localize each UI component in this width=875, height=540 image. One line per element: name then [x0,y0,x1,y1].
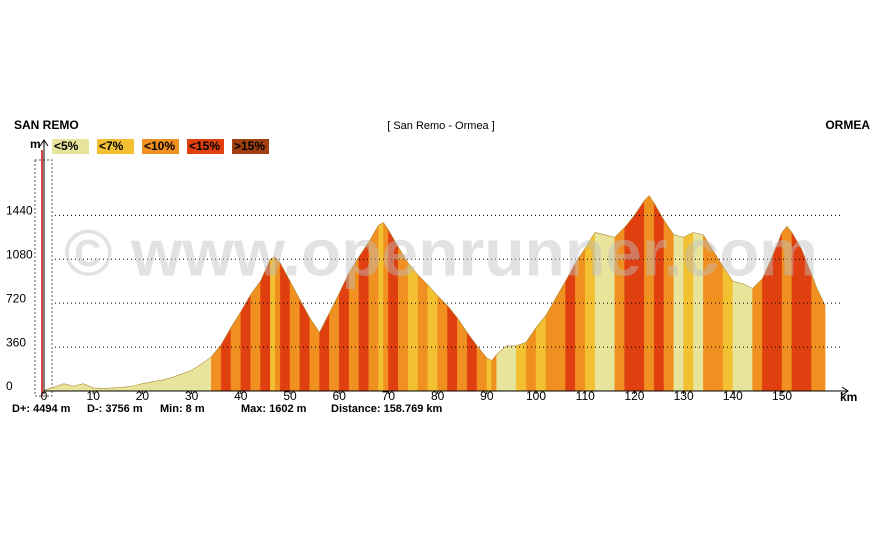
legend-label: <15% [189,139,220,153]
profile-segment [417,274,428,392]
x-tick-label: 100 [526,389,546,403]
legend-swatch [52,139,89,154]
profile-segment [299,299,310,392]
legend-label: >15% [234,139,265,153]
legend-swatch [232,139,269,154]
stat: Distance: 158.769 km [331,403,443,415]
chart-title: [ San Remo - Ormea ] [387,120,495,132]
profile-segment [53,383,64,392]
watermark: © www.openrunner.com [64,215,818,289]
profile-segment [211,344,222,392]
y-tick-label: 0 [6,379,13,393]
legend-swatch [187,139,224,154]
x-tick-label: 130 [674,389,694,403]
profile-segment [230,310,242,392]
x-tick-label: 80 [431,389,445,403]
y-arrow [39,139,49,147]
profile-segment [742,283,753,392]
profile-segment [535,314,547,392]
stat: D+: 4494 m [12,403,71,415]
x-tick-label: 60 [333,389,347,403]
x-tick-label: 110 [576,389,595,403]
profile-segment [496,345,507,392]
x-tick-label: 10 [87,389,101,403]
legend-label: <5% [54,139,79,153]
legend-swatch [142,139,179,154]
end-label: ORMEA [825,118,870,132]
x-tick-label: 90 [480,389,494,403]
stat: Min: 8 m [160,403,205,415]
x-tick-label: 20 [136,389,150,403]
profile-segment [555,280,566,392]
x-tick-label: 50 [283,389,297,403]
x-tick-label: 150 [772,389,792,403]
profile-segment [545,297,556,392]
stat: Max: 1602 m [241,403,307,415]
profile-segment [516,341,527,392]
plot [43,194,826,392]
profile-line [43,195,826,391]
y-tick-label: 1080 [6,247,33,261]
x-arrow [841,386,849,396]
profile-segment [457,317,468,392]
y-axis-label: m [30,137,41,151]
profile-segment [427,284,438,392]
x-tick-label: 120 [624,389,644,403]
profile-segment [201,356,212,392]
profile-segment [811,273,817,392]
x-axis-label: km [840,390,857,404]
y-tick-label: 1440 [6,203,33,217]
profile-segment [752,278,763,392]
profile-segment [329,293,340,392]
x-tick-label: 30 [185,389,199,403]
profile-segment [309,317,320,392]
profile-segment [466,331,478,392]
x-tick-label: 40 [234,389,248,403]
x-tick-label: 140 [723,389,743,403]
profile-segment [476,345,488,392]
legend-label: <7% [99,139,124,153]
x-tick-label: 0 [41,389,48,403]
legend-label: <10% [144,139,175,153]
profile-segment [525,326,537,392]
start-label: SAN REMO [14,118,79,132]
profile-segment [289,281,301,392]
stat: D-: 3756 m [87,403,143,415]
y-tick-label: 720 [6,291,26,305]
profile-segment [191,363,202,392]
profile-segment [447,305,458,392]
profile-segment [486,357,492,392]
profile-segment [732,280,743,392]
profile-segment [220,326,232,392]
profile-segment [506,345,517,392]
profile-segment [437,295,448,392]
profile-segment [250,280,261,392]
legend-swatch [97,139,134,154]
profile-segment [171,373,182,392]
y-tick-label: 360 [6,335,26,349]
profile-segment [319,312,330,392]
x-tick-label: 70 [382,389,396,403]
